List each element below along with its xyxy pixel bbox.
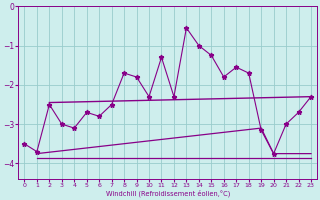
X-axis label: Windchill (Refroidissement éolien,°C): Windchill (Refroidissement éolien,°C) <box>106 190 230 197</box>
